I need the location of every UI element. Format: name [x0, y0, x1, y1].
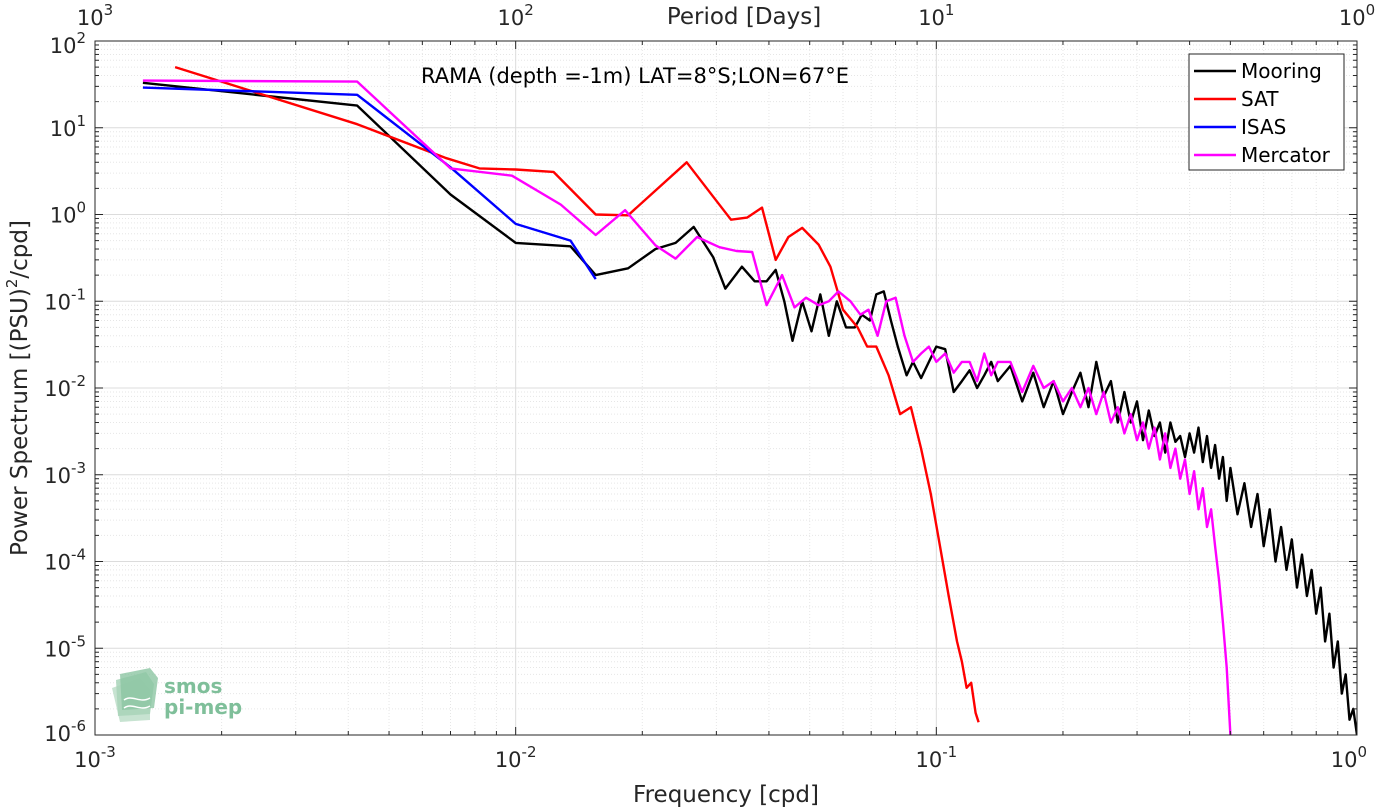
top-tick-label: 101 [918, 1, 954, 30]
legend-entries: Mooring SAT ISAS Mercator [1194, 59, 1331, 167]
smos-logo-icon [112, 668, 158, 722]
y-axis-label-main: Power Spectrum [(PSU) [7, 288, 33, 556]
x-tick-labels: 10-3 10-2 10-1 100 [74, 743, 1367, 772]
y-tick-label: 10-5 [44, 632, 86, 661]
y-tick-label: 10-3 [44, 459, 86, 488]
top-tick-label: 103 [77, 1, 113, 30]
x-tick-label: 100 [1331, 743, 1367, 772]
top-tick-label: 100 [1339, 1, 1375, 30]
legend-label-isas: ISAS [1241, 115, 1286, 139]
y-tick-label: 100 [50, 199, 86, 228]
legend-box [1188, 53, 1345, 171]
y-tick-label: 102 [50, 29, 86, 58]
x-axis-label: Frequency [cpd] [633, 782, 819, 808]
top-axis-label: Period [Days] [667, 4, 821, 30]
y-tick-label: 10-1 [44, 285, 86, 314]
y-tick-label: 10-4 [44, 546, 86, 575]
series-layer [142, 65, 1357, 735]
x-tick-label: 10-2 [495, 743, 537, 772]
y-tick-label: 10-6 [44, 717, 86, 746]
series-line-sat [174, 65, 980, 723]
legend-label-sat: SAT [1241, 87, 1279, 111]
logo-text-line1: smos [164, 674, 222, 698]
logo-text-line2: pi-mep [164, 695, 242, 719]
series-line-mercator [142, 79, 1232, 735]
chart-title: RAMA (depth =-1m) LAT=8°S;LON=67°E [421, 64, 849, 88]
top-tick-label: 102 [498, 1, 534, 30]
legend-label-mercator: Mercator [1241, 143, 1331, 167]
top-tick-labels: 103 102 101 100 [77, 1, 1375, 30]
legend: Mooring SAT ISAS Mercator [1188, 53, 1345, 171]
x-tick-label: 10-1 [915, 743, 957, 772]
smos-logo: smos pi-mep [112, 668, 242, 722]
tick-marks [94, 40, 1358, 736]
y-axis-label: Power Spectrum [(PSU)2/cpd] [3, 220, 33, 556]
legend-label-mooring: Mooring [1241, 59, 1322, 83]
y-tick-label: 101 [50, 112, 86, 141]
y-axis-label-sup: 2 [3, 279, 21, 289]
series-line-mooring [142, 81, 1357, 735]
y-tick-label: 10-2 [44, 372, 86, 401]
series-line-isas [142, 86, 597, 280]
minor-grid [95, 41, 1357, 735]
y-axis-label-tail: /cpd] [7, 220, 33, 279]
y-tick-labels: 10-6 10-5 10-4 10-3 10-2 10-1 100 101 102 [44, 29, 86, 746]
x-tick-label: 10-3 [74, 743, 116, 772]
